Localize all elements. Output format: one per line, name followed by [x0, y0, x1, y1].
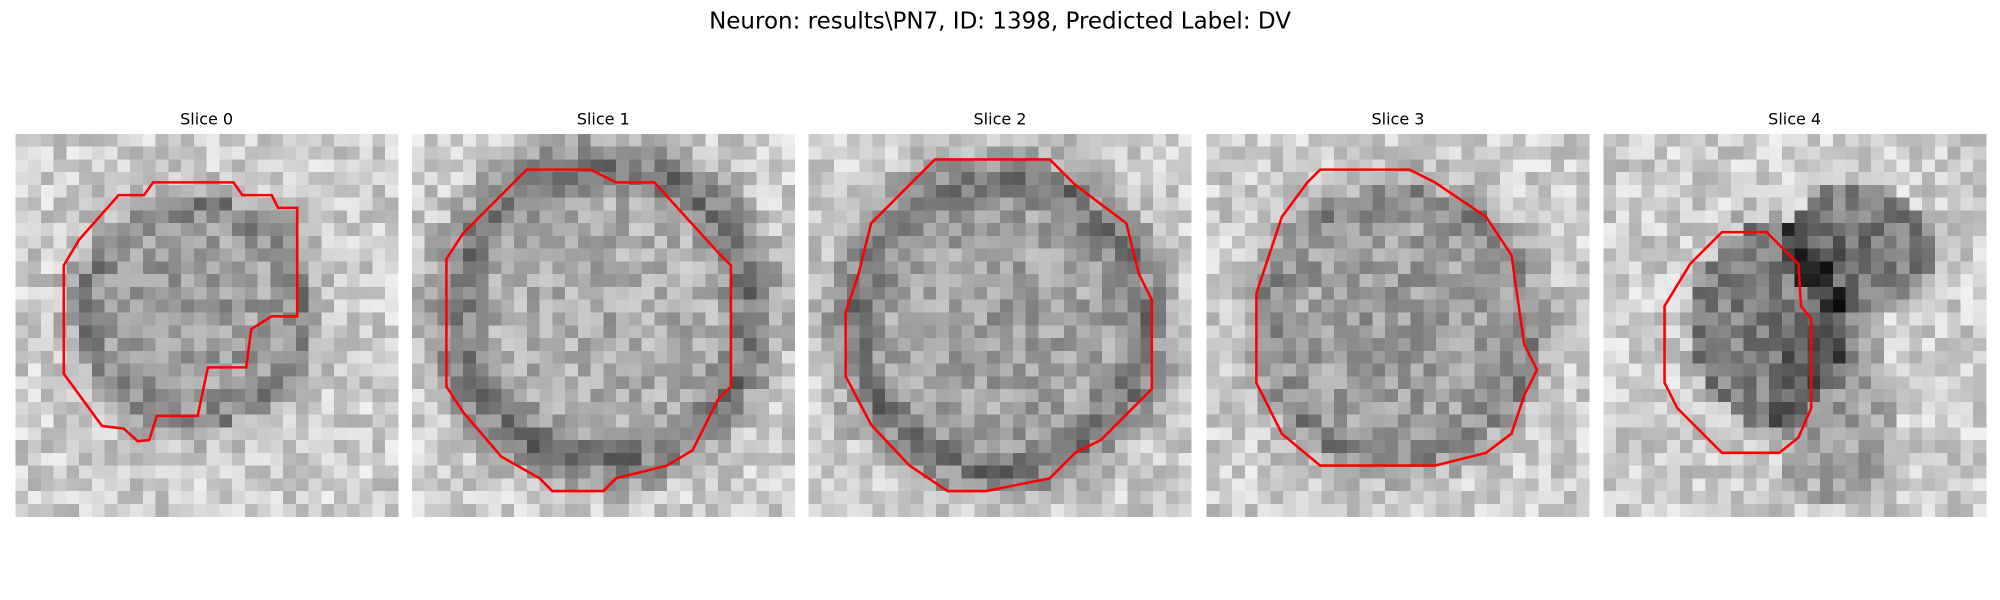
slice-title: Slice 4 [1768, 109, 1821, 128]
slice-image [1603, 133, 1987, 517]
contour [1663, 230, 1813, 455]
slice-title: Slice 1 [577, 109, 630, 128]
contour [445, 168, 733, 493]
contour [1255, 168, 1539, 467]
slice-panel [15, 133, 399, 517]
slice-image [411, 133, 796, 517]
slice-panel [411, 133, 796, 517]
slice-panel [1603, 133, 1987, 517]
contour [62, 181, 299, 443]
figure-title: Neuron: results\PN7, ID: 1398, Predicted… [709, 9, 1291, 35]
slice-image [808, 133, 1192, 517]
slice-image [1206, 133, 1590, 517]
contour [844, 158, 1154, 493]
slice-title: Slice 3 [1371, 109, 1424, 128]
slice-panel [1206, 133, 1590, 517]
slice-title: Slice 2 [974, 109, 1027, 128]
slice-panel [808, 133, 1192, 517]
slice-title: Slice 0 [180, 109, 233, 128]
slice-image [15, 133, 399, 517]
